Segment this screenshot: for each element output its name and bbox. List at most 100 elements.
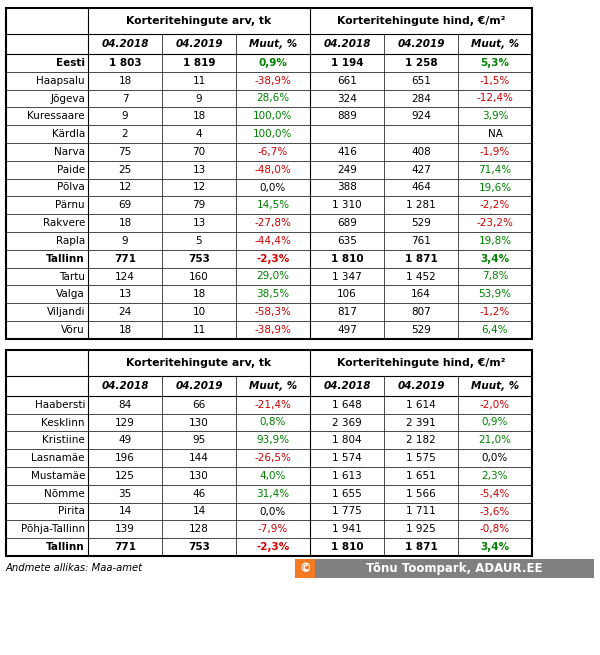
Text: Haapsalu: Haapsalu [37,76,85,86]
Text: 1 810: 1 810 [331,542,364,552]
Text: 1 613: 1 613 [332,471,362,481]
Text: Nõmme: Nõmme [44,489,85,498]
Text: -6,7%: -6,7% [258,147,288,157]
Text: -2,3%: -2,3% [256,542,290,552]
Text: 18: 18 [118,325,131,335]
Text: 753: 753 [188,253,210,264]
Text: 75: 75 [118,147,131,157]
Bar [295,559,594,578]
Text: 635: 635 [337,236,357,246]
Text: ©: © [299,562,311,575]
Text: 46: 46 [193,489,206,498]
Text: 0,9%: 0,9% [259,58,287,68]
Text: 1 258: 1 258 [404,58,437,68]
Text: 1 452: 1 452 [406,272,436,282]
Text: 18: 18 [118,76,131,86]
Text: 1 655: 1 655 [332,489,362,498]
Text: 388: 388 [337,183,357,193]
Text: 807: 807 [411,307,431,317]
Text: 12: 12 [193,183,206,193]
Text: -21,4%: -21,4% [254,400,292,409]
Text: 6,4%: 6,4% [482,325,508,335]
Text: -5,4%: -5,4% [480,489,510,498]
Text: Kesklinn: Kesklinn [41,417,85,428]
Text: -3,6%: -3,6% [480,506,510,517]
Text: Kristiine: Kristiine [42,436,85,445]
Text: -1,5%: -1,5% [480,76,510,86]
Text: Muut, %: Muut, % [471,39,519,49]
Text: 04.2019: 04.2019 [397,381,445,391]
Text: 53,9%: 53,9% [478,290,512,299]
Text: 21,0%: 21,0% [479,436,511,445]
Text: 13: 13 [193,164,206,175]
Text: Korteritehingute hind, €/m²: Korteritehingute hind, €/m² [337,358,505,368]
Text: 427: 427 [411,164,431,175]
Text: Pärnu: Pärnu [55,200,85,210]
Bar [295,559,315,578]
Text: 95: 95 [193,436,206,445]
Text: 1 310: 1 310 [332,200,362,210]
Text: 651: 651 [411,76,431,86]
Text: 497: 497 [337,325,357,335]
Text: 1 614: 1 614 [406,400,436,409]
Text: 1 347: 1 347 [332,272,362,282]
Text: 0,0%: 0,0% [260,506,286,517]
Text: -2,0%: -2,0% [480,400,510,409]
Text: -7,9%: -7,9% [258,524,288,534]
Text: -0,8%: -0,8% [480,524,510,534]
Text: Kuressaare: Kuressaare [28,111,85,121]
Text: 817: 817 [337,307,357,317]
Text: 1 810: 1 810 [331,253,364,264]
Text: Valga: Valga [56,290,85,299]
Text: Põlva: Põlva [57,183,85,193]
Text: 1 281: 1 281 [406,200,436,210]
Text: Korteritehingute arv, tk: Korteritehingute arv, tk [127,358,272,368]
Text: 28,6%: 28,6% [256,94,290,103]
Text: 0,8%: 0,8% [260,417,286,428]
Text: 416: 416 [337,147,357,157]
Text: 04.2019: 04.2019 [397,39,445,49]
Text: 100,0%: 100,0% [253,129,293,139]
Text: 79: 79 [193,200,206,210]
Text: 1 194: 1 194 [331,58,364,68]
Text: 93,9%: 93,9% [256,436,290,445]
Text: 19,8%: 19,8% [478,236,512,246]
Text: 9: 9 [122,236,128,246]
Text: 124: 124 [115,272,135,282]
Text: 1 775: 1 775 [332,506,362,517]
Text: 128: 128 [189,524,209,534]
Text: 69: 69 [118,200,131,210]
Text: Tartu: Tartu [59,272,85,282]
Text: 10: 10 [193,307,206,317]
Text: 04.2019: 04.2019 [175,381,223,391]
Text: 529: 529 [411,218,431,228]
Text: -2,2%: -2,2% [480,200,510,210]
Text: 661: 661 [337,76,357,86]
Text: 14,5%: 14,5% [256,200,290,210]
Text: 100,0%: 100,0% [253,111,293,121]
Text: 5,3%: 5,3% [481,58,509,68]
Text: Viljandi: Viljandi [47,307,85,317]
Text: 1 651: 1 651 [406,471,436,481]
Text: 249: 249 [337,164,357,175]
Text: 04.2019: 04.2019 [175,39,223,49]
Text: Põhja-Tallinn: Põhja-Tallinn [21,524,85,534]
Text: 3,4%: 3,4% [481,253,509,264]
Text: 31,4%: 31,4% [256,489,290,498]
Text: 125: 125 [115,471,135,481]
Text: 9: 9 [196,94,202,103]
Text: 771: 771 [114,253,136,264]
Text: 25: 25 [118,164,131,175]
Text: -1,2%: -1,2% [480,307,510,317]
Text: 2 182: 2 182 [406,436,436,445]
Text: -27,8%: -27,8% [254,218,292,228]
Text: 1 803: 1 803 [109,58,142,68]
Text: 66: 66 [193,400,206,409]
Text: Lasnamäe: Lasnamäe [32,453,85,463]
Text: Võru: Võru [61,325,85,335]
Text: 18: 18 [193,111,206,121]
Text: 1 941: 1 941 [332,524,362,534]
Text: 196: 196 [115,453,135,463]
Text: 13: 13 [193,218,206,228]
Text: -38,9%: -38,9% [254,325,292,335]
